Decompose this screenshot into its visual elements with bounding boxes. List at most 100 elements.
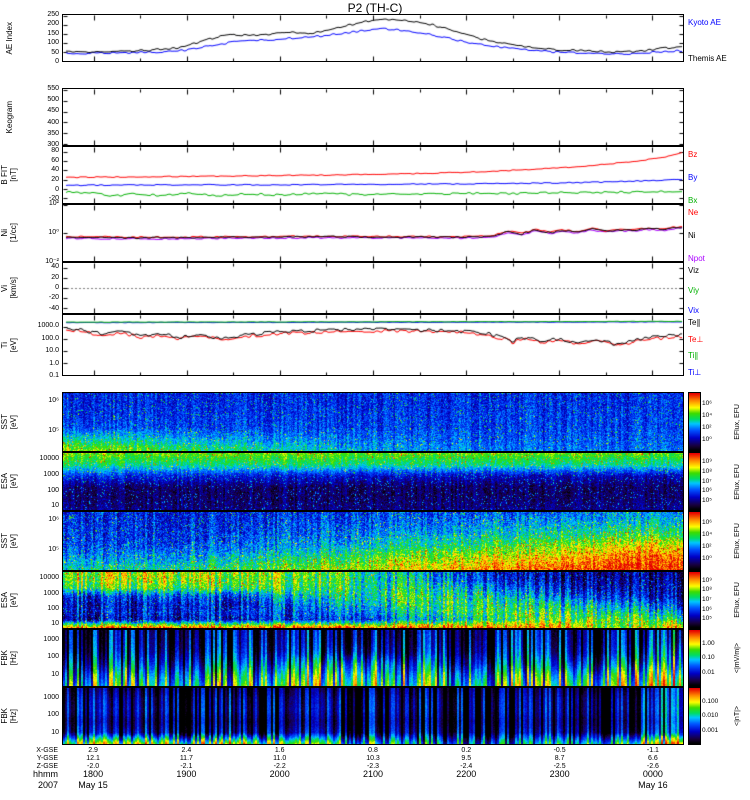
y-tick-label: 0 <box>55 58 59 65</box>
y-tick-label: 1000 <box>43 471 59 479</box>
colorbar-title-text: <|nT|> <box>733 706 741 726</box>
y-tick-label: 350 <box>47 129 59 137</box>
colorbar-title-fbk-efi: <|mV/m|> <box>730 629 744 687</box>
panel-left-label-vi: Vi [km/s] <box>0 262 18 314</box>
x-tick-label: 1900 <box>176 769 197 779</box>
panel-left-label-text: SST <box>0 414 9 430</box>
colorbar-tick-label: 1.00 <box>702 639 715 647</box>
y-tick-label: 450 <box>47 107 59 115</box>
panel-esa-ion <box>62 571 684 629</box>
x-tick-label: 2200 <box>456 769 477 779</box>
panel-canvas-vi <box>63 263 683 313</box>
y-tick-label: 100 <box>47 653 59 661</box>
colorbar-tick-label: 0.100 <box>702 697 719 705</box>
colorbar-esa-ion <box>688 571 701 629</box>
orbit-value: -2.0 <box>87 763 100 770</box>
y-tick-label: 50 <box>51 48 59 56</box>
colorbar-title-sst-ion: EFlux, EFU <box>730 511 744 571</box>
y-tick-label: 0 <box>55 284 59 291</box>
panel-left-label-text: [eV] <box>9 414 18 430</box>
panel-left-label-text: Keogram <box>4 100 14 134</box>
colorbar-tick-label: 0.001 <box>702 726 719 734</box>
y-tick-label: 20 <box>51 273 59 281</box>
y-tick-label: 500 <box>47 96 59 104</box>
orbit-value: 2.9 <box>88 747 98 754</box>
panel-left-label-text: ESA <box>0 591 9 608</box>
series-label: By <box>688 173 698 182</box>
y-tick-label: 10000 <box>39 455 59 463</box>
series-label: Ne <box>688 208 699 217</box>
y-tick-label: 100 <box>47 605 59 613</box>
year-label: 2007 <box>37 780 58 790</box>
panel-left-label-b-fit: B FIT [nT] <box>0 146 18 204</box>
orbit-value: 9.5 <box>461 755 472 762</box>
colorbar-tick-label: 10⁰ <box>702 555 712 562</box>
y-tick-label: 100 <box>47 39 59 47</box>
y-tick-label: 0 <box>55 185 59 193</box>
colorbar-title-text: EFlux, EFU <box>733 523 741 559</box>
panel-left-label-text: Vi <box>0 284 9 292</box>
y-tick-label: -20 <box>48 294 59 302</box>
panel-left-label-ae-index: AE Index <box>0 14 18 62</box>
orbit-value: 2.4 <box>181 747 192 754</box>
y-tick-label: 80 <box>51 146 59 154</box>
panel-left-label-text: FBK <box>0 650 9 666</box>
panel-canvas-ae-index <box>63 15 683 61</box>
colorbar-title-esa-electron: EFlux, EFU <box>730 452 744 511</box>
panel-canvas-b-fit <box>63 147 683 203</box>
orbit-value: -2.4 <box>460 763 473 770</box>
x-tick-label: 2100 <box>362 769 384 779</box>
panel-left-label-text: [Hz] <box>9 650 18 666</box>
orbit-value: -2.2 <box>273 763 286 770</box>
panel-left-label-text: FBK <box>0 708 9 724</box>
y-tick-label: 1000 <box>43 693 59 701</box>
panel-fbk-efi <box>62 629 684 687</box>
colorbar-title-fbk-scm: <|nT|> <box>730 687 744 745</box>
y-tick-label: 150 <box>47 29 59 37</box>
orbit-value: -2.1 <box>180 763 193 770</box>
series-label: Ti⊥ <box>688 368 702 377</box>
colorbar-sst-electron <box>688 392 701 452</box>
y-tick-label: 10⁻² <box>45 258 59 265</box>
panel-left-label-text: B FIT <box>0 165 9 185</box>
orbit-value: 8.7 <box>554 755 565 762</box>
orbit-row-label: X-GSE <box>36 747 58 754</box>
series-label: Bx <box>688 196 698 205</box>
panel-canvas-sst-electron <box>63 393 683 451</box>
y-tick-label: 10000 <box>39 574 59 582</box>
colorbar-tick-label: 10⁵ <box>702 615 712 623</box>
panel-left-label-text: [Hz] <box>9 708 18 724</box>
orbit-value: 0.8 <box>368 747 378 754</box>
colorbar-tick-label: 10⁸ <box>702 586 712 594</box>
series-label: Bz <box>688 150 698 159</box>
orbit-value: 1.6 <box>274 747 285 754</box>
panel-left-label-esa-ion: ESA [eV] <box>0 571 18 629</box>
colorbar-title-sst-electron: EFlux, EFU <box>730 392 744 452</box>
y-tick-label: 100 <box>47 711 59 719</box>
panel-left-label-text: [1/cc] <box>9 223 18 243</box>
colorbar-title-text: <|mV/m|> <box>733 642 741 674</box>
colorbar-title-text: EFlux, EFU <box>733 404 741 440</box>
x-tick-label: 2000 <box>269 769 290 779</box>
panel-vi <box>62 262 684 314</box>
colorbar-tick-label: 10⁸ <box>702 467 712 475</box>
panel-left-label-text: [eV] <box>9 592 18 608</box>
orbit-value: -0.5 <box>553 747 566 754</box>
orbit-value: 0.2 <box>461 747 472 754</box>
colorbar-fbk-efi <box>688 629 701 687</box>
y-tick-label: 10² <box>48 200 59 207</box>
colorbar-tick-label: 10⁶ <box>702 605 712 613</box>
panel-left-label-text: ESA <box>0 473 9 490</box>
panel-canvas-sst-ion <box>63 512 683 570</box>
y-tick-label: 1000.0 <box>37 322 59 330</box>
x-tick-label: 1800 <box>83 769 104 779</box>
colorbar-tick-label: 0.010 <box>702 712 719 719</box>
panel-canvas-keogram <box>63 89 683 145</box>
series-label: Vix <box>688 306 699 315</box>
date-end-label: May 16 <box>638 780 668 790</box>
y-tick-label: 300 <box>47 140 59 148</box>
y-tick-label: 10 <box>51 728 59 736</box>
colorbar-tick-label: 10⁵ <box>702 497 712 505</box>
panel-left-label-ti: Ti [eV] <box>0 314 18 376</box>
